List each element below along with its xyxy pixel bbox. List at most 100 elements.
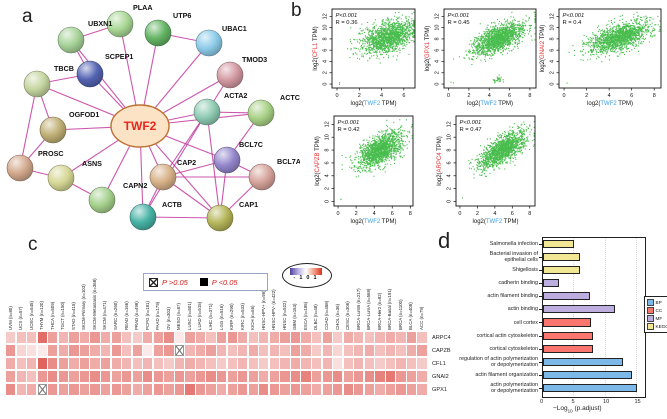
heatmap-cell[interactable] xyxy=(58,371,69,383)
heatmap-cell[interactable] xyxy=(100,358,111,370)
heatmap-cell[interactable] xyxy=(79,358,90,370)
heatmap-cell[interactable] xyxy=(100,332,111,344)
heatmap-cell[interactable] xyxy=(122,345,132,357)
heatmap-cell[interactable] xyxy=(58,345,69,357)
heatmap-cell[interactable] xyxy=(406,384,417,396)
bar-KEGG[interactable] xyxy=(543,252,581,261)
heatmap-cell[interactable] xyxy=(248,345,258,357)
network-node-BCL7C[interactable]: BCL7C xyxy=(213,140,263,174)
heatmap-cell[interactable] xyxy=(354,345,364,357)
heatmap-cell[interactable] xyxy=(27,371,37,383)
heatmap-cell[interactable] xyxy=(248,384,258,396)
heatmap-cell[interactable] xyxy=(27,345,37,357)
heatmap-cell[interactable] xyxy=(58,384,69,396)
network-node-TBCB[interactable]: TBCB xyxy=(23,64,74,98)
heatmap-cell[interactable] xyxy=(301,345,311,357)
heatmap-cell[interactable] xyxy=(375,345,385,357)
heatmap-cell[interactable] xyxy=(79,332,90,344)
heatmap-cell[interactable] xyxy=(333,358,343,370)
heatmap-cell[interactable] xyxy=(248,371,258,383)
heatmap-cell[interactable] xyxy=(6,384,16,396)
heatmap-cell[interactable] xyxy=(122,332,132,344)
heatmap-cell[interactable] xyxy=(79,371,90,383)
bar-MF[interactable] xyxy=(543,278,559,288)
heatmap-cell[interactable] xyxy=(90,384,100,396)
heatmap-cell[interactable] xyxy=(217,345,227,357)
heatmap-cell[interactable] xyxy=(27,384,37,396)
heatmap-cell[interactable] xyxy=(333,345,343,357)
heatmap-cell[interactable] xyxy=(311,371,322,383)
heatmap-cell[interactable] xyxy=(164,384,174,396)
heatmap-cell[interactable] xyxy=(385,358,396,370)
heatmap-cell[interactable] xyxy=(37,384,47,396)
heatmap-cell[interactable] xyxy=(153,371,163,383)
heatmap-cell[interactable] xyxy=(280,332,290,344)
heatmap-cell[interactable] xyxy=(195,332,206,344)
heatmap-cell[interactable] xyxy=(185,332,195,344)
network-node-ACTB[interactable]: ACTB xyxy=(129,200,182,231)
heatmap-cell[interactable] xyxy=(37,371,47,383)
heatmap-cell[interactable] xyxy=(396,345,406,357)
bar-BP[interactable] xyxy=(543,371,633,380)
heatmap-cell[interactable] xyxy=(79,384,90,396)
heatmap-cell[interactable] xyxy=(301,332,311,344)
heatmap-cell[interactable] xyxy=(396,358,406,370)
heatmap-cell[interactable] xyxy=(185,345,195,357)
heatmap-cell[interactable] xyxy=(122,358,132,370)
heatmap-cell[interactable] xyxy=(217,371,227,383)
heatmap-cell[interactable] xyxy=(195,358,206,370)
heatmap-cell[interactable] xyxy=(301,371,311,383)
heatmap-cell[interactable] xyxy=(111,332,121,344)
network-node-ACTA2[interactable]: ACTA2 xyxy=(193,91,247,126)
heatmap-cell[interactable] xyxy=(132,358,142,370)
heatmap-cell[interactable] xyxy=(16,358,26,370)
heatmap-cell[interactable] xyxy=(417,371,427,383)
heatmap-cell[interactable] xyxy=(122,384,132,396)
heatmap-cell[interactable] xyxy=(238,358,248,370)
bar-BP[interactable] xyxy=(543,357,623,367)
heatmap-cell[interactable] xyxy=(238,371,248,383)
heatmap-cell[interactable] xyxy=(143,371,153,383)
heatmap-cell[interactable] xyxy=(406,358,417,370)
network-node-PLAA[interactable]: PLAA xyxy=(106,3,153,38)
heatmap-cell[interactable] xyxy=(385,332,396,344)
heatmap-cell[interactable] xyxy=(385,345,396,357)
heatmap-cell[interactable] xyxy=(259,345,269,357)
network-node-OGFOD1[interactable]: OGFOD1 xyxy=(39,110,99,144)
heatmap-cell[interactable] xyxy=(417,332,427,344)
heatmap-cell[interactable] xyxy=(322,371,332,383)
heatmap-cell[interactable] xyxy=(100,371,111,383)
heatmap-cell[interactable] xyxy=(290,332,301,344)
bar-MF[interactable] xyxy=(543,292,590,301)
heatmap-cell[interactable] xyxy=(396,384,406,396)
network-node-SCPEP1[interactable]: SCPEP1 xyxy=(76,52,133,88)
heatmap-cell[interactable] xyxy=(311,332,322,344)
heatmap-cell[interactable] xyxy=(322,345,332,357)
heatmap-cell[interactable] xyxy=(290,371,301,383)
heatmap-cell[interactable] xyxy=(6,332,16,344)
heatmap-cell[interactable] xyxy=(227,332,237,344)
heatmap-cell[interactable] xyxy=(48,332,58,344)
heatmap-cell[interactable] xyxy=(174,358,185,370)
heatmap-cell[interactable] xyxy=(406,345,417,357)
heatmap-cell[interactable] xyxy=(354,358,364,370)
heatmap-cell[interactable] xyxy=(69,332,79,344)
heatmap-cell[interactable] xyxy=(143,384,153,396)
heatmap-cell[interactable] xyxy=(27,358,37,370)
heatmap-cell[interactable] xyxy=(238,332,248,344)
heatmap-cell[interactable] xyxy=(164,358,174,370)
heatmap-cell[interactable] xyxy=(406,371,417,383)
heatmap-cell[interactable] xyxy=(333,371,343,383)
heatmap-cell[interactable] xyxy=(417,345,427,357)
heatmap-cell[interactable] xyxy=(48,371,58,383)
heatmap-cell[interactable] xyxy=(354,332,364,344)
heatmap-cell[interactable] xyxy=(37,345,47,357)
heatmap-cell[interactable] xyxy=(111,358,121,370)
network-node-UTP6[interactable]: UTP6 xyxy=(144,11,191,47)
heatmap-cell[interactable] xyxy=(259,332,269,344)
heatmap-cell[interactable] xyxy=(164,332,174,344)
bar-MF[interactable] xyxy=(543,305,615,314)
network-node-UBAC1[interactable]: UBAC1 xyxy=(195,24,247,57)
heatmap-cell[interactable] xyxy=(90,371,100,383)
heatmap-cell[interactable] xyxy=(290,384,301,396)
